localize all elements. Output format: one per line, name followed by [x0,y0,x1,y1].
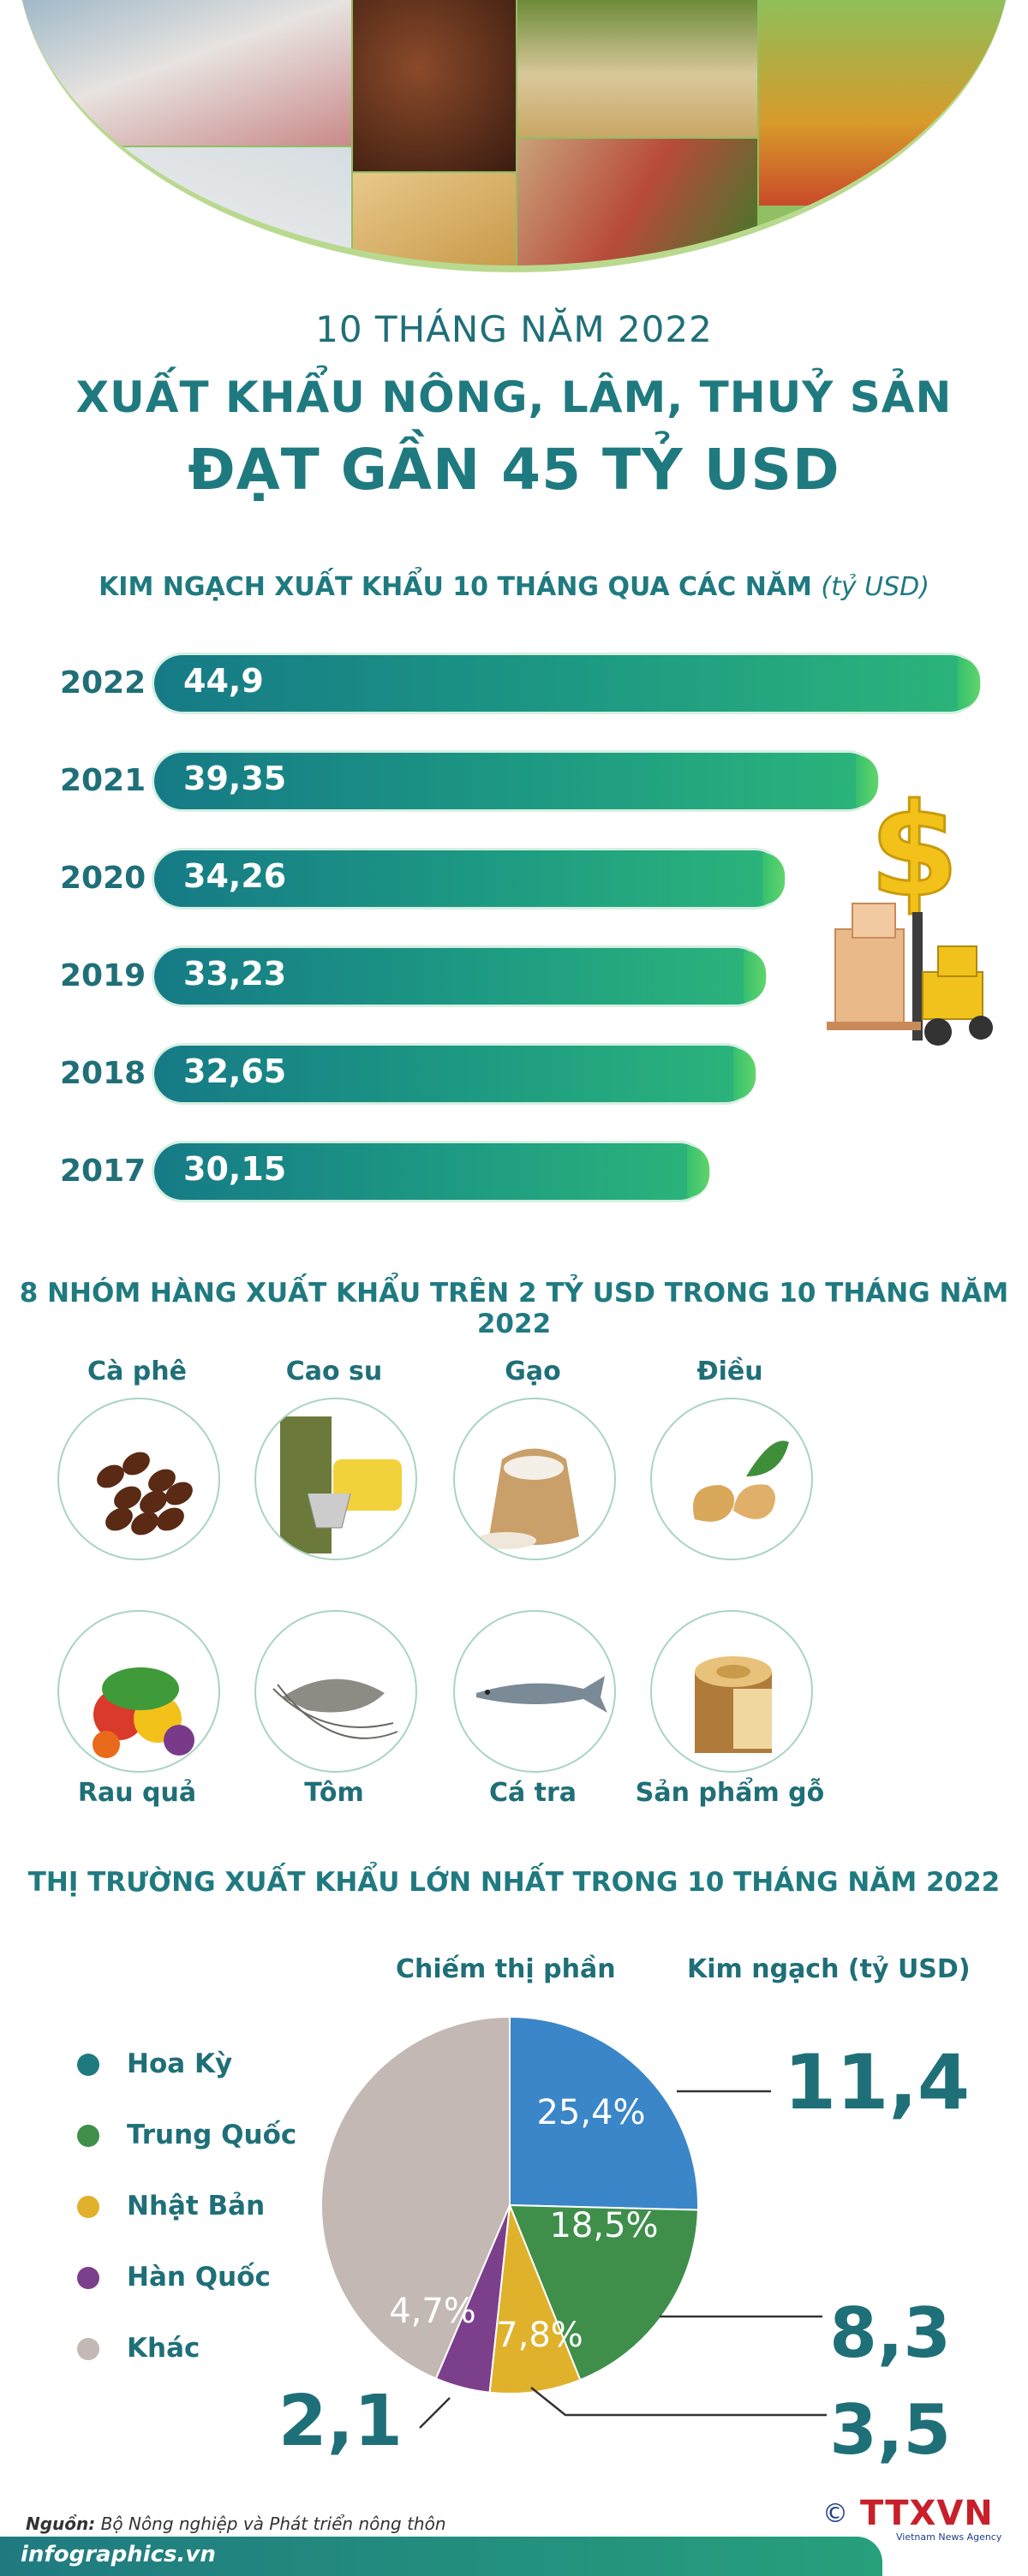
product-circle [650,1398,813,1560]
bar-year-label: 2017 [60,1154,146,1189]
pie-slice [320,2015,511,2380]
wood-log-icon [695,1656,772,1753]
bar-value-label: 30,15 [183,1150,287,1188]
pie-leader-line [419,2397,451,2429]
product-label: Gạo [505,1357,561,1386]
bar-value-label: 44,9 [183,662,264,700]
coffee-photo [353,0,516,171]
products-section-title: 8 NHÓM HÀNG XUẤT KHẨU TRÊN 2 TỶ USD TRON… [19,1278,1009,1339]
pie-value-label: 2,1 [278,2381,403,2462]
pie-share-label: 25,4% [536,2093,645,2132]
pie-value-label: 8,3 [829,2293,951,2373]
product-circle [57,1610,220,1773]
coffee-beans-icon [97,1452,193,1535]
product-label: Cà phê [87,1357,187,1386]
page-subtitle: 10 THÁNG NĂM 2022 [315,308,713,350]
rubber-icon [280,1416,402,1553]
crate-box [834,928,905,1024]
source-text: Bộ Nông nghiệp và Phát triển nông thôn [100,2513,446,2534]
product-label: Cá tra [488,1778,577,1808]
harvester-photo [759,0,1011,206]
pie-share-label: 7,8% [496,2316,583,2355]
bar-year-label: 2020 [60,861,146,896]
bar-year-label: 2021 [60,763,146,798]
bar-2022: 44,9 [154,655,980,712]
pangasius-fish-icon [476,1676,607,1713]
bar-chart-unit: (tỷ USD) [821,572,929,602]
legend-swatch [77,2196,99,2218]
pie-share-label: 4,7% [389,2292,476,2331]
bar-value-label: 34,26 [183,857,287,895]
logo-subtext: Vietnam News Agency [896,2531,1002,2543]
bar-value-label: 33,23 [183,955,287,993]
ttxvn-logo: © TTXVN Vietnam News Agency [822,2492,1011,2543]
market-section-title: THỊ TRƯỜNG XUẤT KHẨU LỚN NHẤT TRONG 10 T… [27,1867,1001,1898]
footer-band [0,2537,882,2576]
vegetables-icon [93,1667,194,1758]
share-column-header: Chiếm thị phần [396,1954,616,1984]
footer-site-link[interactable]: infographics.vn [21,2542,216,2567]
logo-text: TTXVN [860,2494,994,2533]
cashew-icon [693,1440,789,1522]
product-circle [453,1398,616,1560]
legend-swatch [77,2338,99,2360]
pie-share-label: 18,5% [549,2206,658,2245]
product-label: Cao su [285,1357,383,1386]
bar-2019: 33,23 [154,948,766,1005]
rice-photo [517,0,757,137]
copyright-icon: © [822,2499,848,2529]
dollar-sign-icon: $ [870,777,959,926]
bar-2020: 34,26 [154,850,785,907]
legend-label: Hoa Kỳ [127,2048,233,2079]
market-pie-chart: 25,4% 18,5% 7,8% 4,7% 11,4 8,3 3,5 2,1 [278,2015,970,2466]
pie-value-label: 3,5 [829,2390,951,2466]
source-label: Nguồn: [26,2513,96,2534]
bar-chart-title-text: KIM NGẠCH XUẤT KHẨU 10 THÁNG QUA CÁC NĂM [99,572,812,602]
page-title-line1: XUẤT KHẨU NÔNG, LÂM, THUỶ SẢN [75,373,953,422]
legend-swatch [77,2054,99,2076]
product-label: Rau quả [77,1778,197,1808]
header-photo-banner [17,0,1011,272]
product-circle [650,1610,813,1773]
fish-photo [17,147,351,265]
bar-2017: 30,15 [154,1143,709,1200]
legend-label: Hàn Quốc [127,2262,271,2293]
bar-2018: 32,65 [154,1046,756,1102]
seafood-processing-photo [17,0,351,146]
shrimp-icon [272,1679,398,1739]
product-label: Tôm [304,1778,364,1808]
fruit-market-photo [517,139,757,265]
bar-chart-title: KIM NGẠCH XUẤT KHẨU 10 THÁNG QUA CÁC NĂM… [0,572,1028,602]
page-title-line2: ĐẠT GẦN 45 TỶ USD [188,437,840,503]
bar-2021: 39,35 [154,753,878,809]
legend-swatch [77,2267,99,2289]
dollar-forklift-illustration: $ [827,776,993,1046]
product-circle [254,1398,417,1560]
pie-slice [509,2015,699,2211]
product-circle [453,1610,616,1773]
bar-value-label: 39,35 [183,760,287,797]
legend-swatch [77,2125,99,2147]
bar-value-label: 32,65 [183,1052,287,1090]
rice-sack-icon [476,1448,579,1549]
product-label: Sản phẩm gỗ [635,1778,825,1808]
value-column-header: Kim ngạch (tỷ USD) [687,1954,971,1984]
product-circle [254,1610,417,1773]
bar-year-label: 2018 [60,1056,146,1091]
legend-label: Khác [127,2333,200,2364]
bar-year-label: 2019 [60,958,146,993]
pie-leader-line [530,2387,827,2417]
pie-slice [508,2203,699,2382]
legend-label: Nhật Bản [127,2191,266,2221]
pie-value-label: 11,4 [784,2038,970,2126]
bar-year-label: 2022 [60,665,146,701]
timber-photo [353,173,516,265]
source-note: Nguồn: Bộ Nông nghiệp và Phát triển nông… [26,2513,446,2534]
product-circle [57,1398,220,1560]
legend-label: Trung Quốc [127,2120,297,2150]
product-label: Điều [696,1357,763,1386]
